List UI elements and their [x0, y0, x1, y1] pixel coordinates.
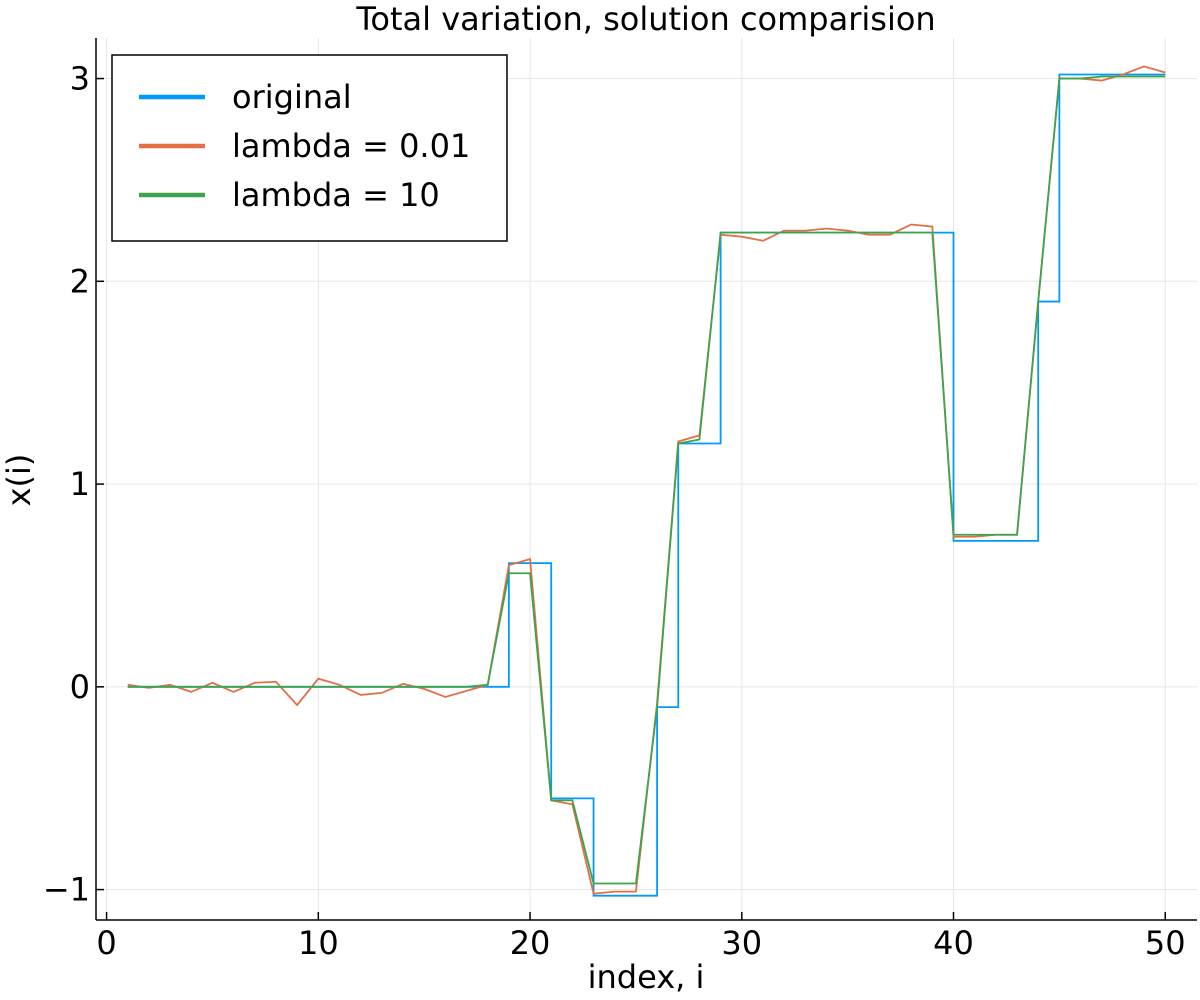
x-tick-label: 30: [721, 924, 762, 962]
legend: original lambda = 0.01 lambda = 10: [111, 54, 508, 242]
series-line-3: [127, 75, 1166, 885]
x-tick-label: 20: [510, 924, 551, 962]
y-tick-label: −1: [43, 871, 90, 909]
x-tick-label: 10: [298, 924, 339, 962]
axes: [95, 38, 1197, 921]
y-tick-label: 3: [70, 60, 90, 98]
y-tick-label: 2: [70, 262, 90, 300]
y-tick-label: 1: [70, 465, 90, 503]
x-tick-label: 50: [1145, 924, 1186, 962]
x-tick-label: 0: [96, 924, 116, 962]
y-tick-label: 0: [70, 668, 90, 706]
x-axis-label: index, i: [588, 958, 705, 996]
legend-label: lambda = 10: [232, 176, 440, 214]
chart-title: Total variation, solution comparision: [355, 0, 935, 38]
series-lines: [127, 65, 1166, 897]
legend-label: lambda = 0.01: [232, 127, 470, 165]
x-tick-label: 40: [933, 924, 974, 962]
y-axis-label: x(i): [0, 454, 38, 507]
legend-label: original: [232, 78, 352, 116]
